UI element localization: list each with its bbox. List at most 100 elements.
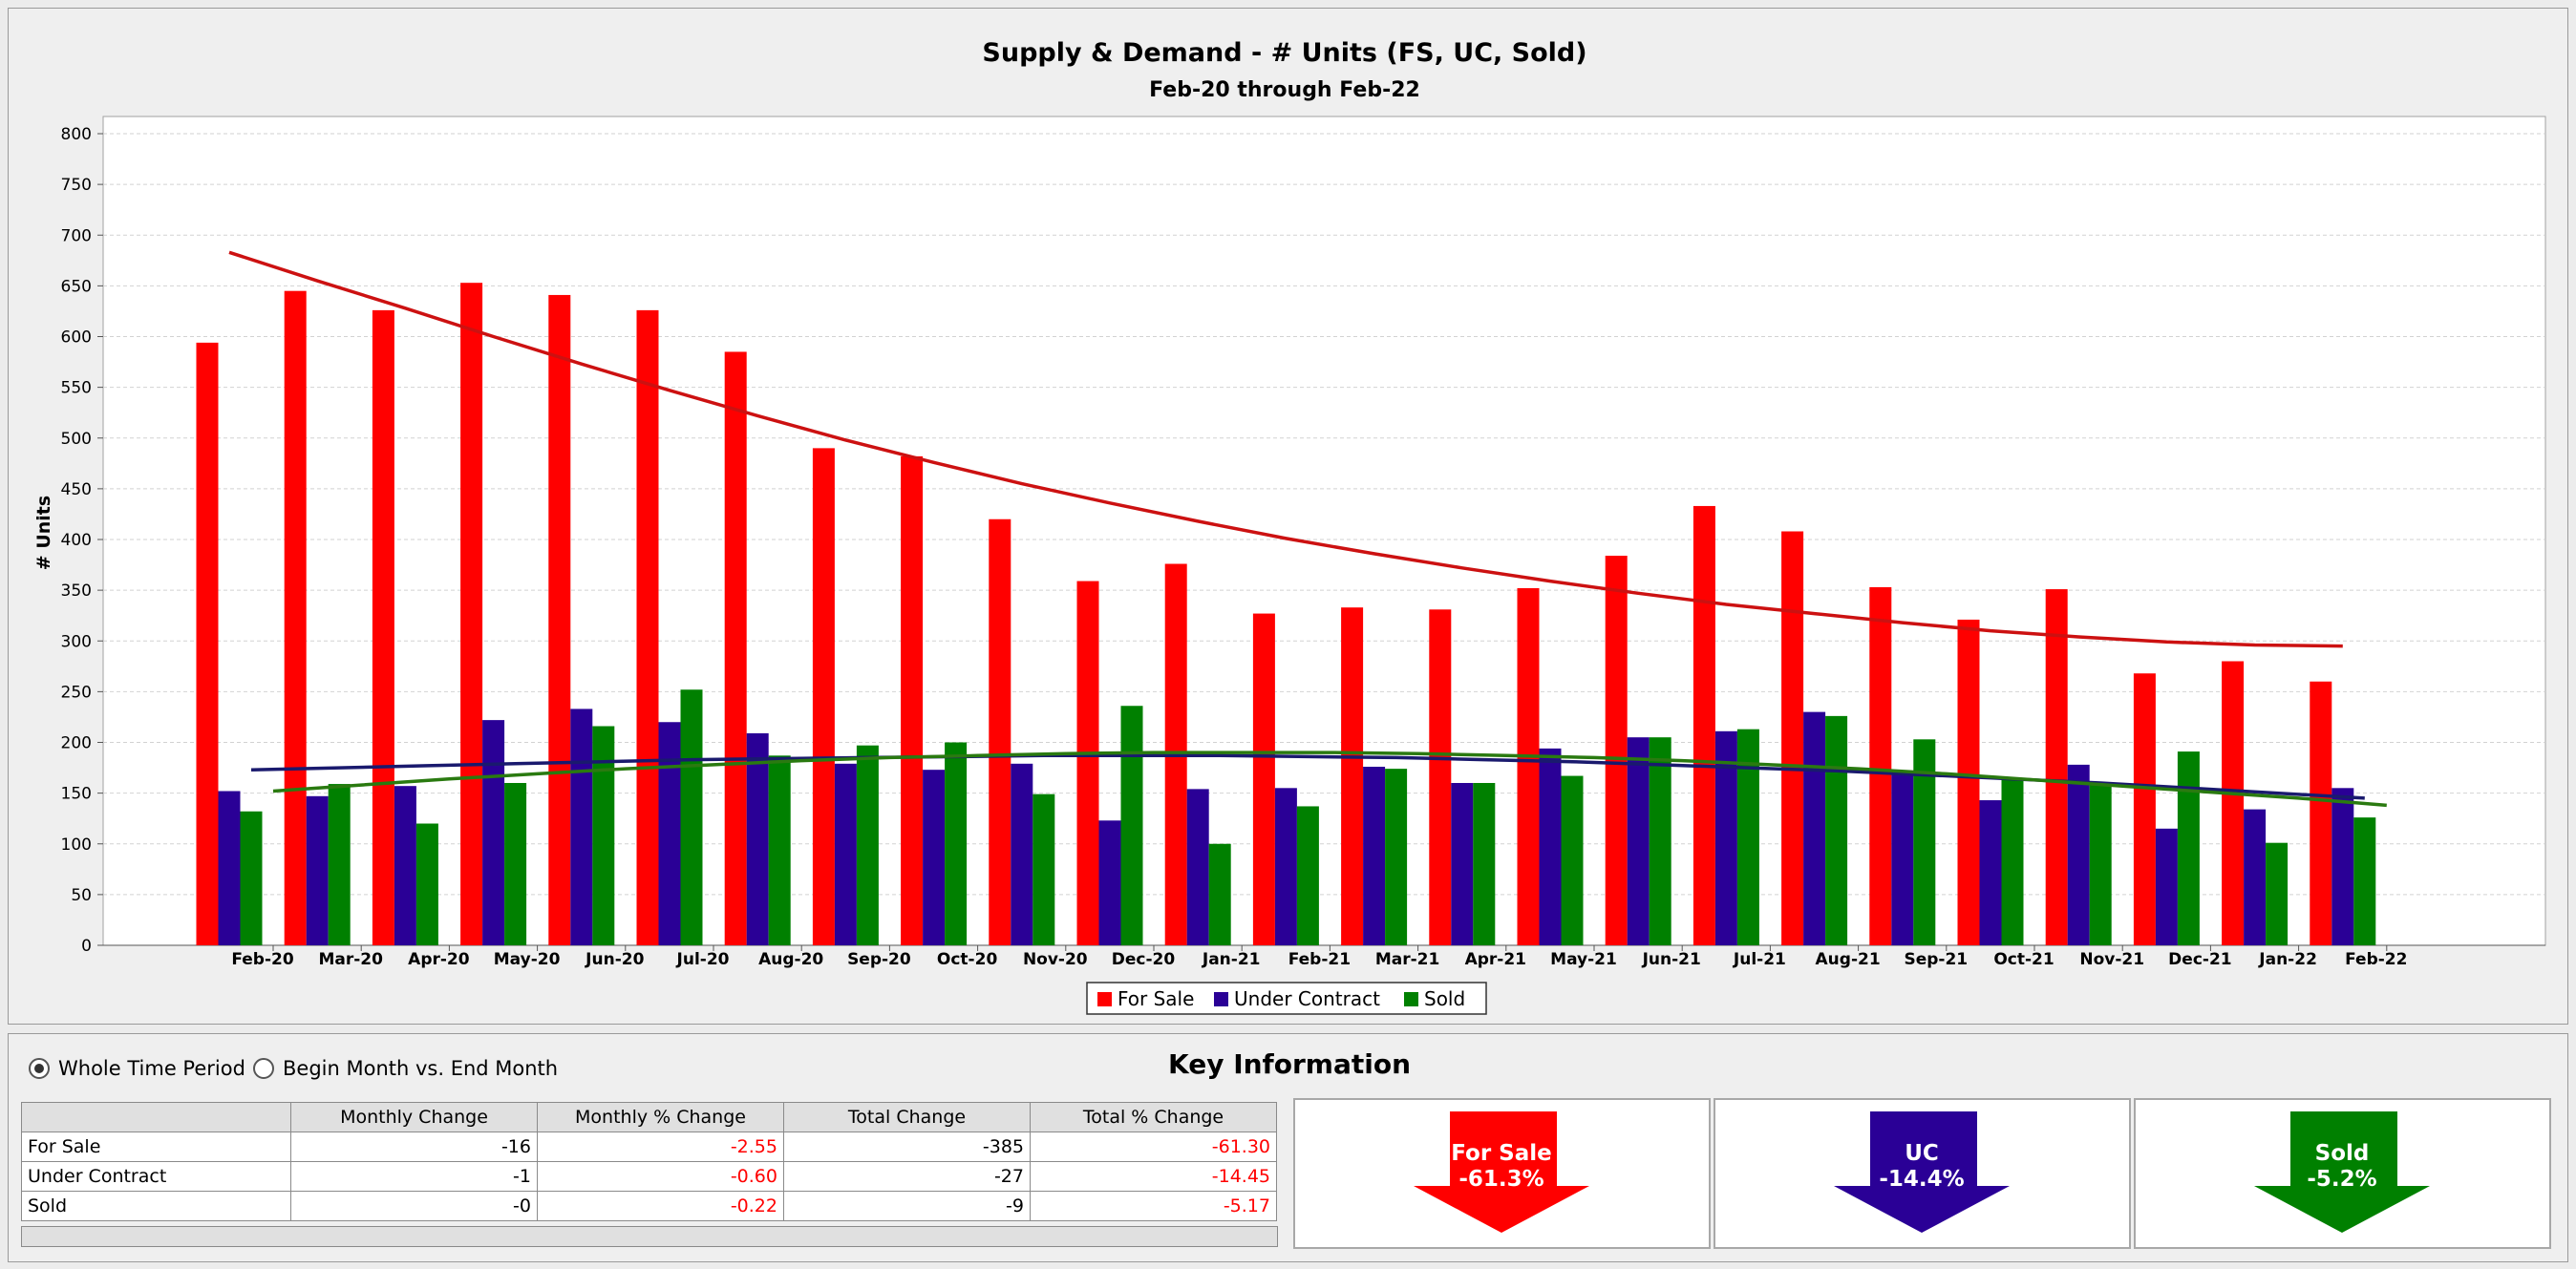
x-tick-label: May-20 [494,950,561,969]
x-tick-label: Jan-21 [1202,950,1261,969]
bar-for-sale [1957,619,1980,945]
legend-box [1086,982,1487,1015]
bar-under-contract [746,732,769,945]
bar-sold [240,811,263,945]
bar-for-sale [901,455,924,945]
bar-for-sale [372,309,394,945]
legend-label-under-contract: Under Contract [1234,987,1380,1010]
for-sale-card-label: For Sale [1451,1141,1552,1166]
bar-under-contract [306,795,329,945]
supply-demand-chart: Supply & Demand - # Units (FS, UC, Sold)… [33,38,2546,1015]
whole-time-period-label: Whole Time Period [58,1057,245,1080]
x-tick-label: Feb-20 [231,950,294,969]
row-label: For Sale [21,1132,291,1162]
y-tick-label: 500 [61,430,92,449]
bar-sold [1296,806,1319,945]
x-tick-label: Mar-20 [318,950,383,969]
bar-sold [945,742,968,945]
x-tick-label: Oct-20 [937,950,998,969]
bar-for-sale [1252,613,1275,945]
monthly-change-cell: -16 [290,1132,538,1162]
row-label: Sold [21,1191,291,1221]
y-tick-label: 450 [61,480,92,499]
bar-under-contract [1274,788,1297,945]
legend-swatch-sold [1404,992,1418,1006]
x-tick-label: Aug-21 [1816,950,1881,969]
bar-under-contract [394,786,416,945]
bar-sold [504,783,527,945]
x-tick-label: Sep-21 [1904,950,1968,969]
total-change-cell: -385 [783,1132,1031,1162]
bar-under-contract [2331,788,2354,945]
monthly-change-cell: -0 [290,1191,538,1221]
monthly-pct-change-cell: -2.55 [537,1132,784,1162]
bar-sold [1913,739,1936,945]
x-tick-label: May-21 [1550,950,1617,969]
bar-under-contract [1011,763,1033,945]
x-tick-label: Apr-21 [1465,950,1526,969]
bar-sold [1208,843,1231,945]
x-tick-label: Oct-21 [1993,950,2054,969]
x-tick-label: Mar-21 [1375,950,1440,969]
x-tick-label: Sep-20 [847,950,911,969]
bar-sold [328,784,351,945]
key-information-title: Key Information [1168,1048,1411,1080]
bar-under-contract [2244,809,2267,945]
bar-sold [2001,777,2024,945]
for-sale-down-arrow-icon: For Sale -61.3% [1414,1111,1589,1233]
chart-title: Supply & Demand - # Units (FS, UC, Sold) [982,38,1586,68]
table-row[interactable]: Under Contract -1 -0.60 -27 -14.45 [21,1161,1277,1192]
bar-sold [2177,751,2200,945]
bar-for-sale [1781,531,1804,945]
x-tick-label: Jan-22 [2258,950,2317,969]
radio-selected-icon [29,1058,50,1079]
y-axis-label: # Units [33,496,54,570]
begin-vs-end-month-label: Begin Month vs. End Month [283,1057,559,1080]
bar-under-contract [1627,737,1650,945]
uc-down-arrow-icon: UC -14.4% [1834,1111,2010,1233]
bar-for-sale [2222,661,2245,945]
x-tick-label: Nov-21 [2079,950,2144,969]
bar-sold [1473,783,1496,945]
bar-sold [856,745,879,945]
y-tick-label: 400 [61,531,92,550]
bar-under-contract [482,720,505,945]
x-tick-label: Apr-20 [408,950,470,969]
table-row[interactable]: For Sale -16 -2.55 -385 -61.30 [21,1132,1277,1162]
y-tick-label: 0 [81,937,92,956]
table-header-row: Monthly Change Monthly % Change Total Ch… [21,1102,1277,1132]
whole-time-period-radio[interactable]: Whole Time Period [29,1054,245,1083]
legend-label-sold: Sold [1424,987,1465,1010]
trendline-for-sale [228,250,2343,648]
bar-for-sale [460,283,483,945]
bar-under-contract [1186,789,1209,945]
y-tick-label: 700 [61,226,92,245]
bar-sold [415,823,438,945]
bar-under-contract [1803,711,1826,945]
sold-card-value: -5.2% [2307,1167,2376,1192]
y-tick-label: 200 [61,734,92,753]
uc-card-label: UC [1905,1141,1939,1166]
legend-label-for-sale: For Sale [1118,987,1194,1010]
x-tick-label: Feb-22 [2345,950,2407,969]
x-tick-label: Nov-20 [1023,950,1088,969]
column-header-total-change: Total Change [783,1102,1031,1132]
bar-under-contract [218,791,241,945]
y-tick-label: 300 [61,632,92,651]
bar-for-sale [284,290,307,945]
begin-vs-end-month-radio[interactable]: Begin Month vs. End Month [253,1054,558,1083]
column-header [21,1102,291,1132]
bar-sold [680,689,703,945]
column-header-monthly-change: Monthly Change [290,1102,538,1132]
table-row[interactable]: Sold -0 -0.22 -9 -5.17 [21,1191,1277,1221]
y-tick-label: 650 [61,277,92,296]
bar-for-sale [1341,607,1364,945]
x-tick-label: Jun-20 [585,950,644,969]
bar-under-contract [570,709,593,945]
bar-sold [768,755,791,945]
bar-sold [2353,817,2376,945]
x-tick-label: Jun-21 [1642,950,1701,969]
x-tick-label: Aug-20 [758,950,823,969]
bar-for-sale [1692,505,1715,945]
x-tick-label: Feb-21 [1288,950,1351,969]
